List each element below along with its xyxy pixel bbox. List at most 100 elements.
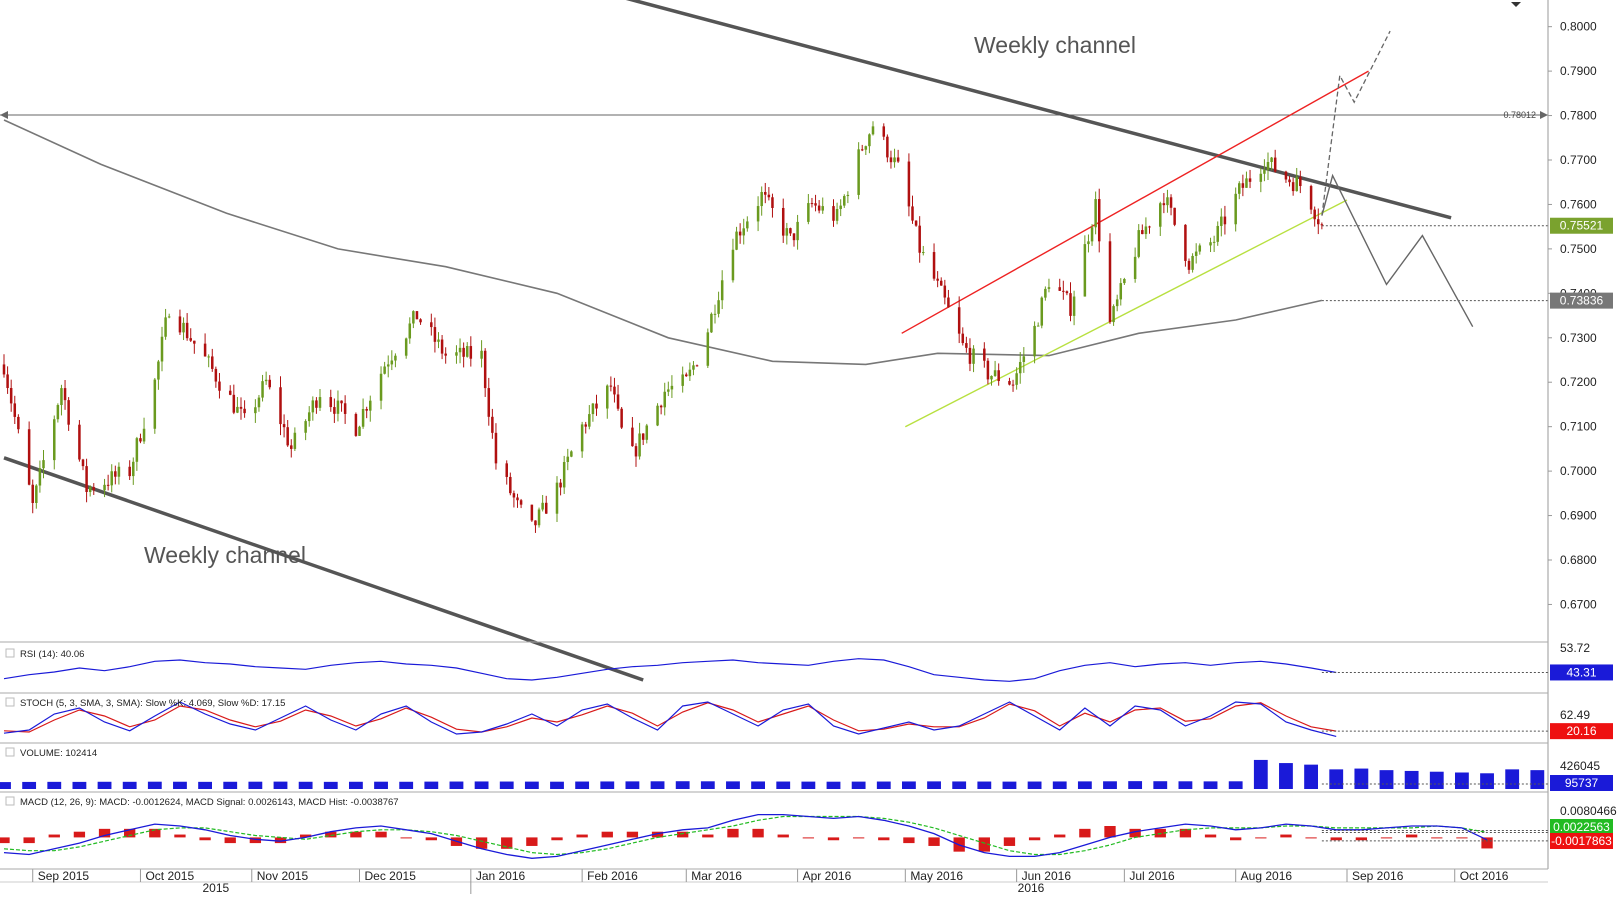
candle[interactable] <box>268 375 271 390</box>
candle[interactable] <box>990 375 993 386</box>
candle[interactable] <box>961 327 965 346</box>
candle[interactable] <box>469 336 473 367</box>
candle[interactable] <box>2 354 6 378</box>
candle[interactable] <box>1209 237 1212 253</box>
candle[interactable] <box>1011 379 1015 392</box>
candle[interactable] <box>810 197 814 208</box>
candle[interactable] <box>1166 189 1169 213</box>
candle[interactable] <box>128 460 131 480</box>
candle[interactable] <box>537 507 541 528</box>
candle[interactable] <box>860 144 864 152</box>
volume-close-icon[interactable] <box>5 747 15 757</box>
candle[interactable] <box>430 313 433 336</box>
candle[interactable] <box>796 214 799 250</box>
candle[interactable] <box>1065 290 1069 296</box>
candle[interactable] <box>185 313 189 341</box>
candle[interactable] <box>907 153 911 217</box>
candle[interactable] <box>620 407 623 429</box>
menu-chevron-icon[interactable] <box>1511 2 1521 7</box>
candle[interactable] <box>1108 233 1112 324</box>
candle[interactable] <box>785 222 789 245</box>
candle[interactable] <box>1238 181 1241 200</box>
candle[interactable] <box>386 355 390 378</box>
candle[interactable] <box>383 361 386 375</box>
candle[interactable] <box>17 414 20 434</box>
candle[interactable] <box>713 304 717 324</box>
candle[interactable] <box>419 318 422 325</box>
candle[interactable] <box>821 197 824 214</box>
candle[interactable] <box>132 457 135 485</box>
candle[interactable] <box>957 296 961 344</box>
candle[interactable] <box>1241 174 1245 197</box>
candle[interactable] <box>228 385 232 396</box>
candle[interactable] <box>286 420 289 447</box>
candle[interactable] <box>329 389 333 412</box>
candle[interactable] <box>1036 322 1040 327</box>
candle[interactable] <box>746 216 749 232</box>
candle[interactable] <box>1141 224 1144 235</box>
candle[interactable] <box>1083 235 1087 297</box>
candle[interactable] <box>455 345 458 364</box>
candle[interactable] <box>692 361 695 376</box>
candle[interactable] <box>139 433 142 444</box>
candle[interactable] <box>767 187 771 201</box>
rsi-close-icon[interactable] <box>5 648 15 658</box>
candle[interactable] <box>659 404 663 415</box>
candle[interactable] <box>135 436 139 471</box>
candle[interactable] <box>437 332 440 349</box>
candle[interactable] <box>541 495 544 512</box>
candle[interactable] <box>1248 169 1252 189</box>
candle[interactable] <box>1094 191 1097 235</box>
candle[interactable] <box>968 338 972 372</box>
candle[interactable] <box>440 335 444 360</box>
candle[interactable] <box>559 478 562 496</box>
candle[interactable] <box>606 384 609 419</box>
candle[interactable] <box>1317 208 1320 235</box>
candle[interactable] <box>1266 152 1270 180</box>
candle[interactable] <box>394 353 397 368</box>
candle[interactable] <box>717 291 720 318</box>
candle[interactable] <box>616 384 620 411</box>
candle[interactable] <box>56 403 60 423</box>
candle[interactable] <box>1058 278 1061 292</box>
candle[interactable] <box>257 394 261 412</box>
candle[interactable] <box>986 358 990 385</box>
candle[interactable] <box>1295 167 1298 192</box>
candle[interactable] <box>1119 278 1123 306</box>
candle[interactable] <box>936 271 939 288</box>
candle[interactable] <box>1022 347 1026 373</box>
candle[interactable] <box>117 462 121 485</box>
candle[interactable] <box>78 420 81 462</box>
candle[interactable] <box>631 416 634 447</box>
candle[interactable] <box>814 194 817 212</box>
candle[interactable] <box>1245 171 1248 188</box>
candle[interactable] <box>60 384 63 416</box>
candle[interactable] <box>318 389 322 412</box>
candle[interactable] <box>1313 206 1316 227</box>
candle[interactable] <box>893 148 896 168</box>
candle[interactable] <box>1069 282 1072 322</box>
candle[interactable] <box>670 375 674 398</box>
candle[interactable] <box>710 312 713 333</box>
candle[interactable] <box>591 402 595 422</box>
candle[interactable] <box>534 520 537 533</box>
candle[interactable] <box>1291 177 1295 196</box>
candle[interactable] <box>239 397 243 420</box>
candle[interactable] <box>817 200 821 214</box>
candle[interactable] <box>764 182 767 204</box>
candle[interactable] <box>92 483 96 495</box>
candle[interactable] <box>178 309 182 335</box>
candle[interactable] <box>1212 235 1216 253</box>
candle[interactable] <box>667 381 670 397</box>
candle[interactable] <box>408 317 412 344</box>
candle[interactable] <box>871 121 875 136</box>
candle[interactable] <box>555 476 559 523</box>
candle[interactable] <box>993 360 997 377</box>
candle[interactable] <box>1284 170 1288 183</box>
candle[interactable] <box>1097 188 1101 253</box>
candle[interactable] <box>465 342 469 358</box>
candle[interactable] <box>390 350 394 371</box>
candle[interactable] <box>6 366 9 394</box>
candle[interactable] <box>264 371 268 385</box>
